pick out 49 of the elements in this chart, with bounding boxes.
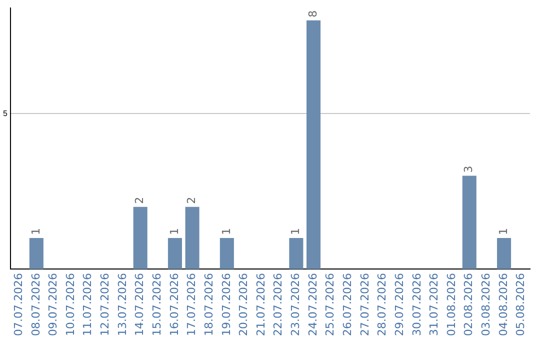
x-tick-label: 01.08.2026 xyxy=(444,273,458,336)
bar xyxy=(462,176,476,270)
bar xyxy=(185,206,200,270)
x-tick-label: 11.07.2026 xyxy=(81,273,94,336)
x-tick-label: 02.08.2026 xyxy=(462,273,476,336)
x-tick-label: 18.07.2026 xyxy=(202,273,216,336)
x-tick-label: 10.07.2026 xyxy=(64,273,77,336)
data-label: 1 xyxy=(220,228,233,235)
data-label: 1 xyxy=(496,228,510,235)
bar xyxy=(306,20,321,270)
data-label: 1 xyxy=(29,228,42,235)
x-tick-label: 03.08.2026 xyxy=(480,273,493,336)
x-tick-label: 27.07.2026 xyxy=(358,273,372,336)
data-label: 1 xyxy=(168,228,181,235)
x-tick-label: 13.07.2026 xyxy=(116,273,129,336)
data-label: 8 xyxy=(306,10,320,18)
bar xyxy=(168,238,182,270)
x-tick-label: 31.07.2026 xyxy=(428,273,441,336)
x-tick-label: 16.07.2026 xyxy=(168,273,181,336)
x-tick-label: 08.07.2026 xyxy=(29,273,42,336)
x-tick-label: 22.07.2026 xyxy=(272,273,285,336)
x-tick-label: 29.07.2026 xyxy=(392,273,406,336)
bar xyxy=(220,238,234,270)
y-tick-label: 5 xyxy=(2,108,8,118)
x-tick-label: 24.07.2026 xyxy=(306,273,320,336)
data-label: 2 xyxy=(133,196,146,204)
bar xyxy=(289,238,304,270)
x-tick-label: 09.07.2026 xyxy=(46,273,60,336)
x-tick-label: 25.07.2026 xyxy=(324,273,337,336)
data-label: 1 xyxy=(289,228,302,235)
x-tick-label: 23.07.2026 xyxy=(289,273,302,336)
x-tick-label: 14.07.2026 xyxy=(133,273,146,336)
data-label: 2 xyxy=(185,196,198,204)
x-tick-label: 12.07.2026 xyxy=(98,273,112,336)
bar xyxy=(133,206,148,270)
x-tick-label: 15.07.2026 xyxy=(150,273,164,336)
x-tick-label: 19.07.2026 xyxy=(220,273,233,336)
x-tick-label: 20.07.2026 xyxy=(237,273,250,336)
x-tick-label: 05.08.2026 xyxy=(514,273,528,336)
x-tick-label: 04.08.2026 xyxy=(496,273,510,336)
x-tick-label: 07.07.2026 xyxy=(12,273,25,336)
bar xyxy=(497,238,512,270)
x-tick-label: 17.07.2026 xyxy=(185,273,198,336)
x-tick-label: 21.07.2026 xyxy=(254,273,268,336)
x-tick-label: 30.07.2026 xyxy=(410,273,424,336)
x-tick-label: 28.07.2026 xyxy=(376,273,389,336)
x-tick-label: 26.07.2026 xyxy=(341,273,354,336)
data-label: 3 xyxy=(462,166,476,173)
bar xyxy=(29,238,44,270)
